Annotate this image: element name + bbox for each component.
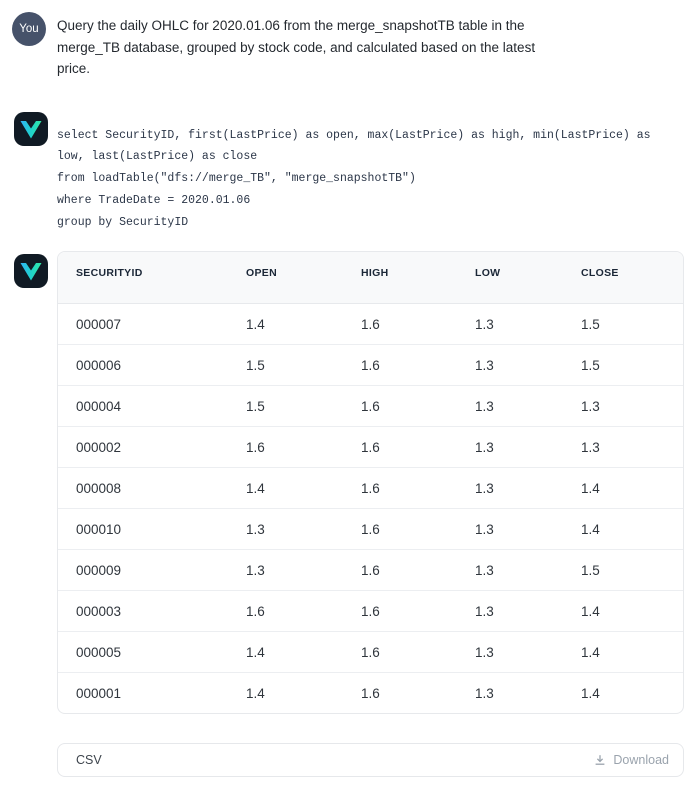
value-cell: 1.5 (228, 385, 343, 427)
code-line: where TradeDate = 2020.01.06 (57, 193, 251, 207)
value-cell: 1.3 (563, 426, 683, 468)
table-row: 000009 1.3 1.6 1.3 1.5 (58, 549, 683, 591)
assistant-avatar-slot (12, 251, 57, 289)
table-row: 000004 1.5 1.6 1.3 1.3 (58, 385, 683, 427)
assistant-code-row: select SecurityID, first(LastPrice) as o… (12, 111, 687, 234)
security-id-cell: 000001 (58, 672, 228, 714)
value-cell: 1.4 (228, 467, 343, 509)
value-cell: 1.6 (343, 631, 457, 673)
user-message-line: Query the daily OHLC for 2020.01.06 from… (57, 18, 525, 33)
code-line: select SecurityID, first(LastPrice) as o… (57, 128, 651, 142)
value-cell: 1.6 (343, 426, 457, 468)
value-cell: 1.4 (563, 631, 683, 673)
security-id-cell: 000010 (58, 508, 228, 550)
value-cell: 1.4 (563, 467, 683, 509)
user-message-line: price. (57, 61, 91, 76)
value-cell: 1.3 (228, 549, 343, 591)
value-cell: 1.5 (563, 344, 683, 386)
user-avatar: You (12, 12, 46, 46)
table-row: 000006 1.5 1.6 1.3 1.5 (58, 344, 683, 386)
ohlc-table: SECURITYID OPEN HIGH LOW CLOSE 000007 1.4 1.6 1… (58, 252, 683, 714)
column-header: OPEN (228, 252, 343, 304)
table-row: 000005 1.4 1.6 1.3 1.4 (58, 631, 683, 673)
security-id-cell: 000005 (58, 631, 228, 673)
format-label: CSV (76, 753, 102, 768)
result-table-body: 000007 1.4 1.6 1.3 1.5 000006 1.5 1.6 1.3 1.5 0000… (58, 303, 683, 714)
code-line: low, last(LastPrice) as close (57, 150, 258, 164)
assistant-avatar (14, 254, 48, 289)
value-cell: 1.6 (343, 467, 457, 509)
security-id-cell: 000009 (58, 549, 228, 591)
value-cell: 1.6 (228, 590, 343, 632)
assistant-code-block: select SecurityID, first(LastPrice) as o… (57, 112, 651, 234)
table-row: 000007 1.4 1.6 1.3 1.5 (58, 303, 683, 345)
value-cell: 1.6 (343, 344, 457, 386)
export-bar: CSV Download (57, 743, 684, 778)
table-header-row: SECURITYID OPEN HIGH LOW CLOSE (58, 252, 683, 304)
value-cell: 1.4 (563, 672, 683, 714)
download-button[interactable]: Download (593, 753, 669, 767)
assistant-table-row: SECURITYID OPEN HIGH LOW CLOSE 000007 1.4 1.6 1… (12, 251, 687, 715)
value-cell: 1.5 (563, 303, 683, 345)
user-message-line: merge_TB database, grouped by stock code… (57, 39, 536, 55)
column-header: HIGH (343, 252, 457, 304)
value-cell: 1.3 (457, 549, 563, 591)
code-line: from loadTable("dfs://merge_TB", "merge_… (57, 172, 416, 186)
security-id-cell: 000004 (58, 385, 228, 427)
security-id-cell: 000003 (58, 590, 228, 632)
value-cell: 1.4 (563, 590, 683, 632)
value-cell: 1.5 (228, 344, 343, 386)
value-cell: 1.3 (457, 426, 563, 468)
v-chevron-icon (20, 263, 42, 281)
value-cell: 1.3 (457, 344, 563, 386)
security-id-cell: 000002 (58, 426, 228, 468)
assistant-avatar-slot (12, 111, 57, 146)
user-message-row: You Query the daily OHLC for 2020.01.06 … (12, 12, 687, 80)
value-cell: 1.4 (228, 672, 343, 714)
value-cell: 1.6 (343, 303, 457, 345)
code-line: group by SecurityID (57, 215, 189, 229)
value-cell: 1.3 (457, 508, 563, 550)
table-row: 000010 1.3 1.6 1.3 1.4 (58, 508, 683, 550)
value-cell: 1.3 (457, 467, 563, 509)
value-cell: 1.6 (343, 590, 457, 632)
table-row: 000001 1.4 1.6 1.3 1.4 (58, 672, 683, 714)
value-cell: 1.6 (343, 549, 457, 591)
value-cell: 1.6 (343, 508, 457, 550)
chat-container: You Query the daily OHLC for 2020.01.06 … (0, 12, 687, 778)
value-cell: 1.5 (563, 549, 683, 591)
security-id-cell: 000008 (58, 467, 228, 509)
table-row: 000002 1.6 1.6 1.3 1.3 (58, 426, 683, 468)
value-cell: 1.3 (457, 590, 563, 632)
value-cell: 1.3 (457, 631, 563, 673)
value-cell: 1.3 (457, 672, 563, 714)
value-cell: 1.4 (563, 508, 683, 550)
value-cell: 1.6 (343, 672, 457, 714)
assistant-avatar (14, 111, 48, 146)
value-cell: 1.4 (228, 631, 343, 673)
value-cell: 1.3 (457, 385, 563, 427)
column-header: SECURITYID (58, 252, 228, 304)
user-avatar-slot: You (12, 12, 57, 46)
column-header: CLOSE (563, 252, 683, 304)
value-cell: 1.3 (563, 385, 683, 427)
value-cell: 1.3 (228, 508, 343, 550)
security-id-cell: 000006 (58, 344, 228, 386)
table-row: 000003 1.6 1.6 1.3 1.4 (58, 590, 683, 632)
value-cell: 1.6 (228, 426, 343, 468)
value-cell: 1.3 (457, 303, 563, 345)
v-chevron-icon (20, 120, 42, 138)
column-header: LOW (457, 252, 563, 304)
download-label: Download (613, 753, 669, 768)
security-id-cell: 000007 (58, 303, 228, 345)
user-message-text: Query the daily OHLC for 2020.01.06 from… (57, 12, 535, 80)
table-row: 000008 1.4 1.6 1.3 1.4 (58, 467, 683, 509)
result-table: SECURITYID OPEN HIGH LOW CLOSE 000007 1.4 1.6 1… (57, 251, 684, 715)
download-icon (596, 755, 605, 766)
value-cell: 1.6 (343, 385, 457, 427)
value-cell: 1.4 (228, 303, 343, 345)
